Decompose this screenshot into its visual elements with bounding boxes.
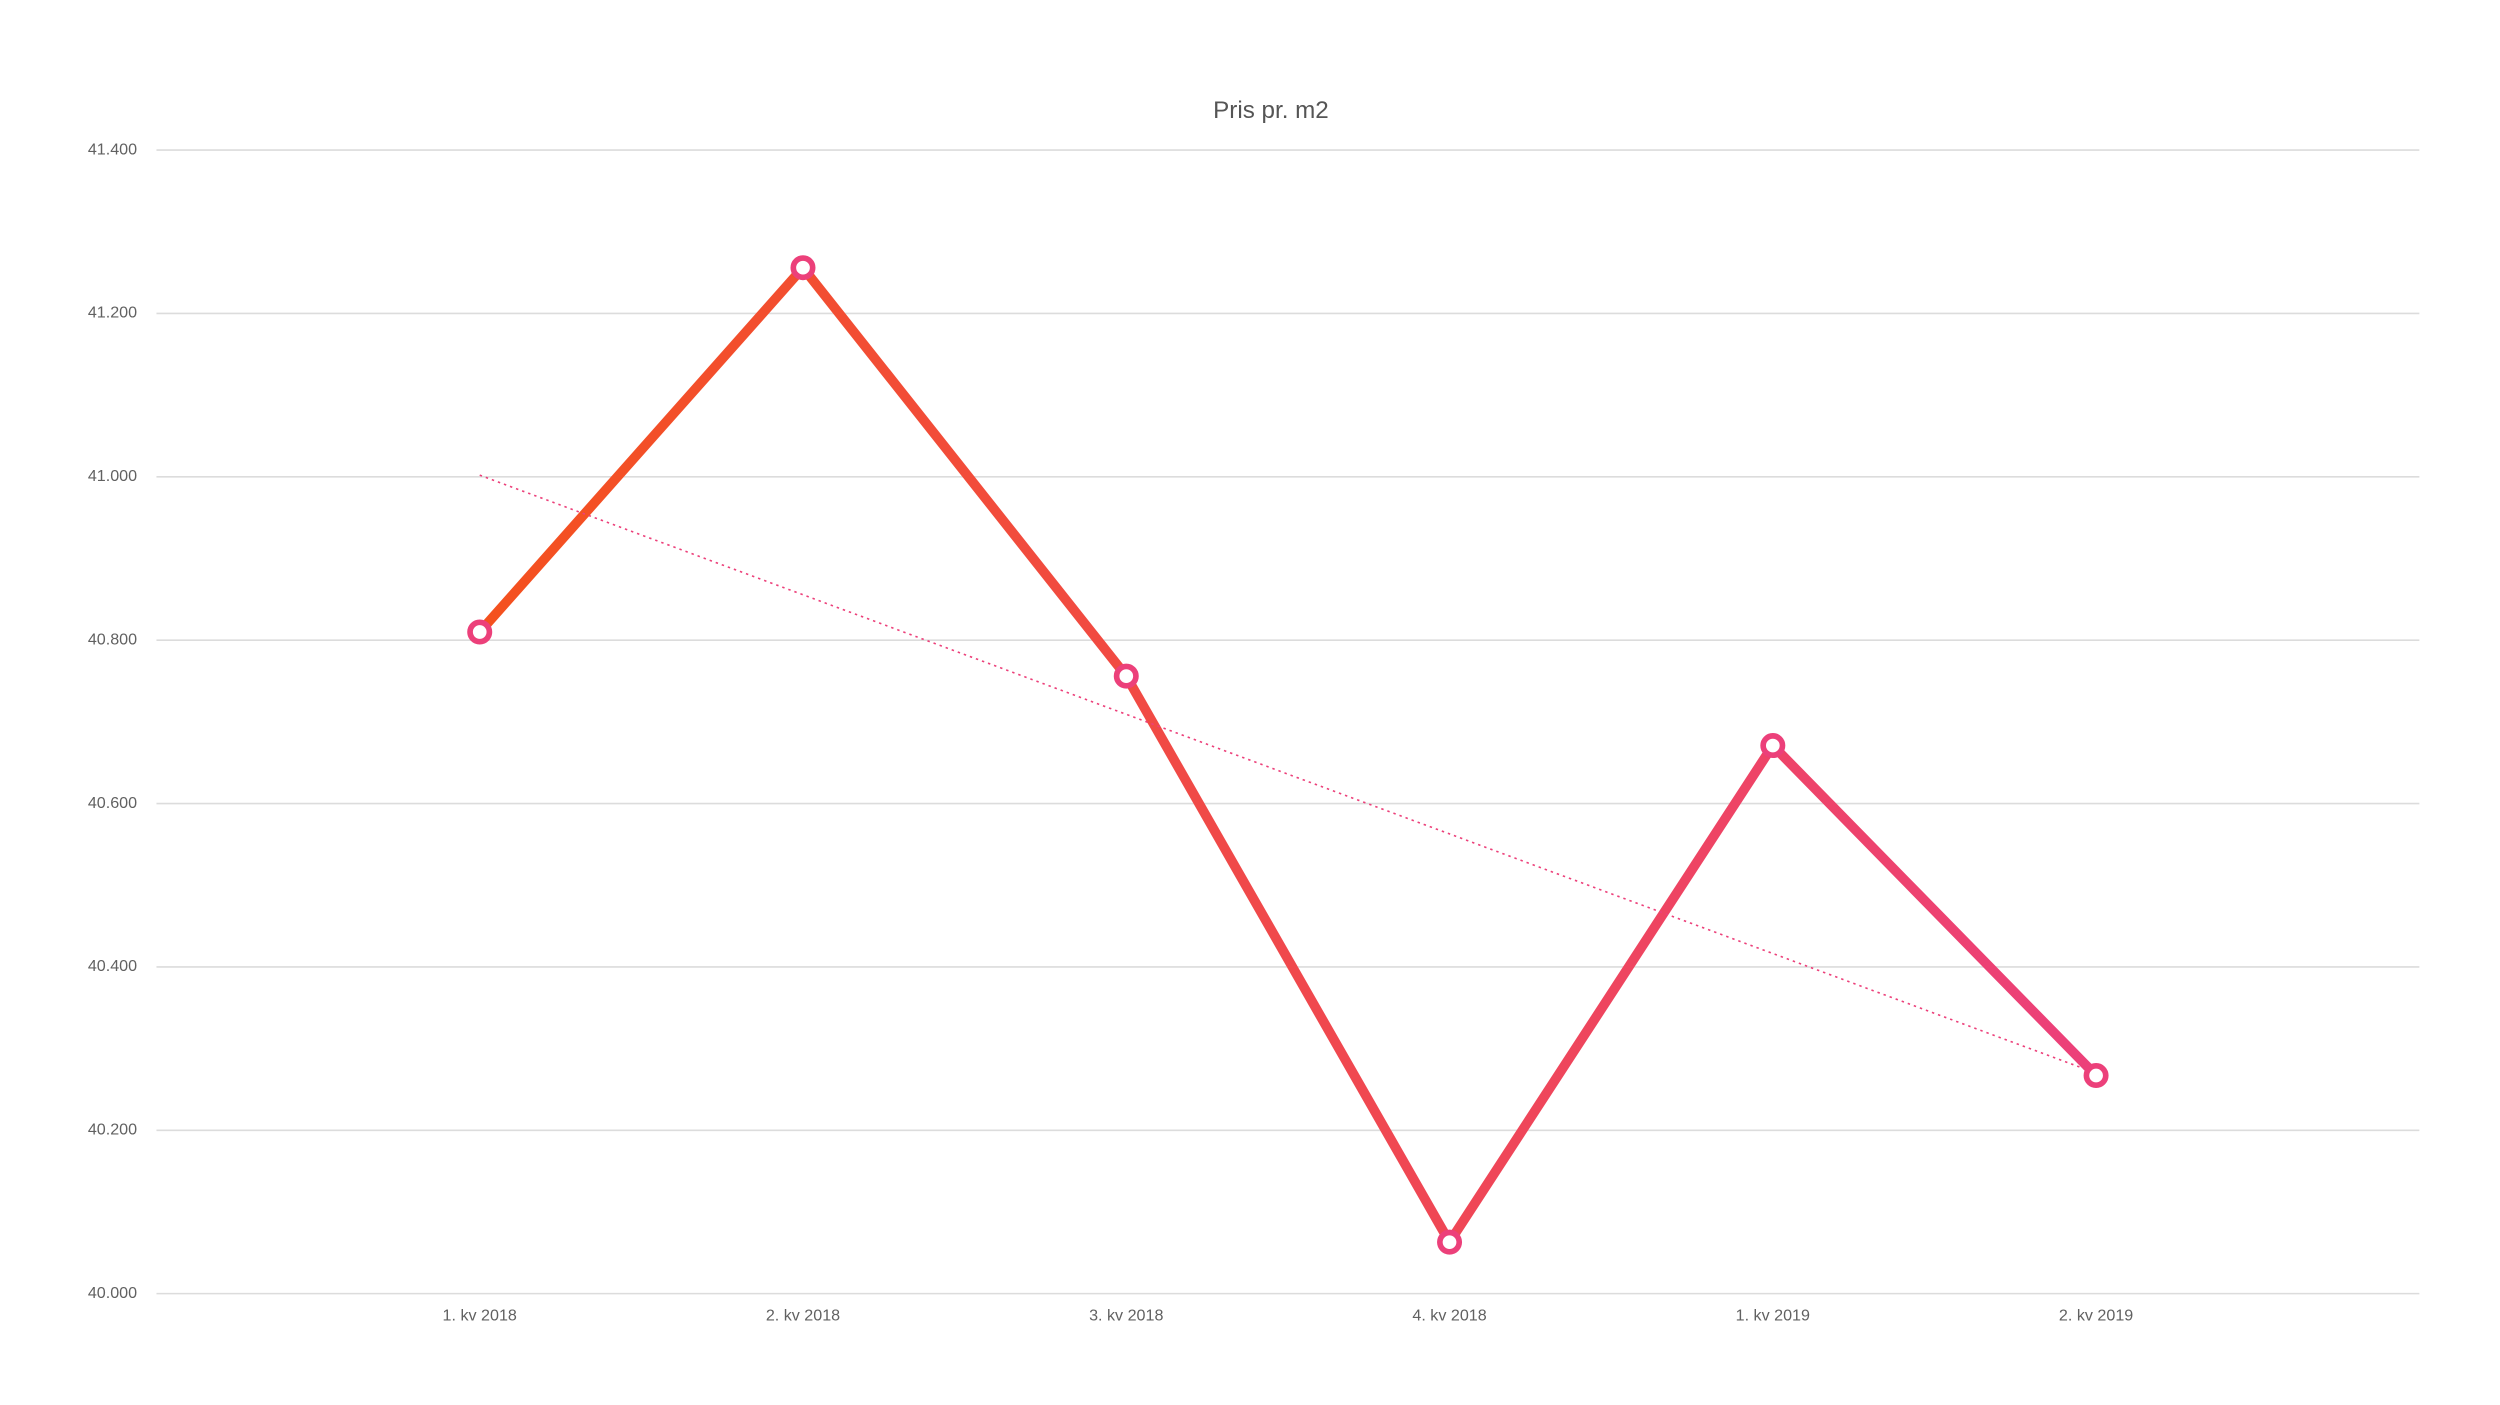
y-tick-label: 40.200 <box>88 1121 137 1139</box>
y-tick-label: 41.000 <box>88 467 137 485</box>
data-point <box>790 255 816 281</box>
data-point <box>1437 1229 1463 1255</box>
x-tick-label: 2. kv 2018 <box>766 1306 840 1324</box>
data-point <box>467 619 493 645</box>
y-tick-label: 41.400 <box>88 140 137 158</box>
y-tick-label: 40.800 <box>88 630 137 648</box>
data-point <box>2083 1063 2109 1089</box>
y-tick-label: 40.600 <box>88 794 137 812</box>
x-tick-label: 1. kv 2018 <box>443 1306 517 1324</box>
trend-line <box>479 474 2097 1074</box>
y-tick-label: 40.400 <box>88 957 137 975</box>
data-point <box>1760 733 1786 759</box>
x-tick-label: 1. kv 2019 <box>1736 1306 1810 1324</box>
chart-title: Pris pr. m2 <box>1213 97 1329 124</box>
x-tick-label: 2. kv 2019 <box>2059 1306 2133 1324</box>
x-tick-label: 3. kv 2018 <box>1089 1306 1163 1324</box>
data-point <box>1113 663 1139 689</box>
x-tick-label: 4. kv 2018 <box>1412 1306 1486 1324</box>
data-line <box>474 262 2101 1248</box>
y-tick-label: 41.200 <box>88 304 137 322</box>
y-tick-label: 40.000 <box>88 1284 137 1302</box>
